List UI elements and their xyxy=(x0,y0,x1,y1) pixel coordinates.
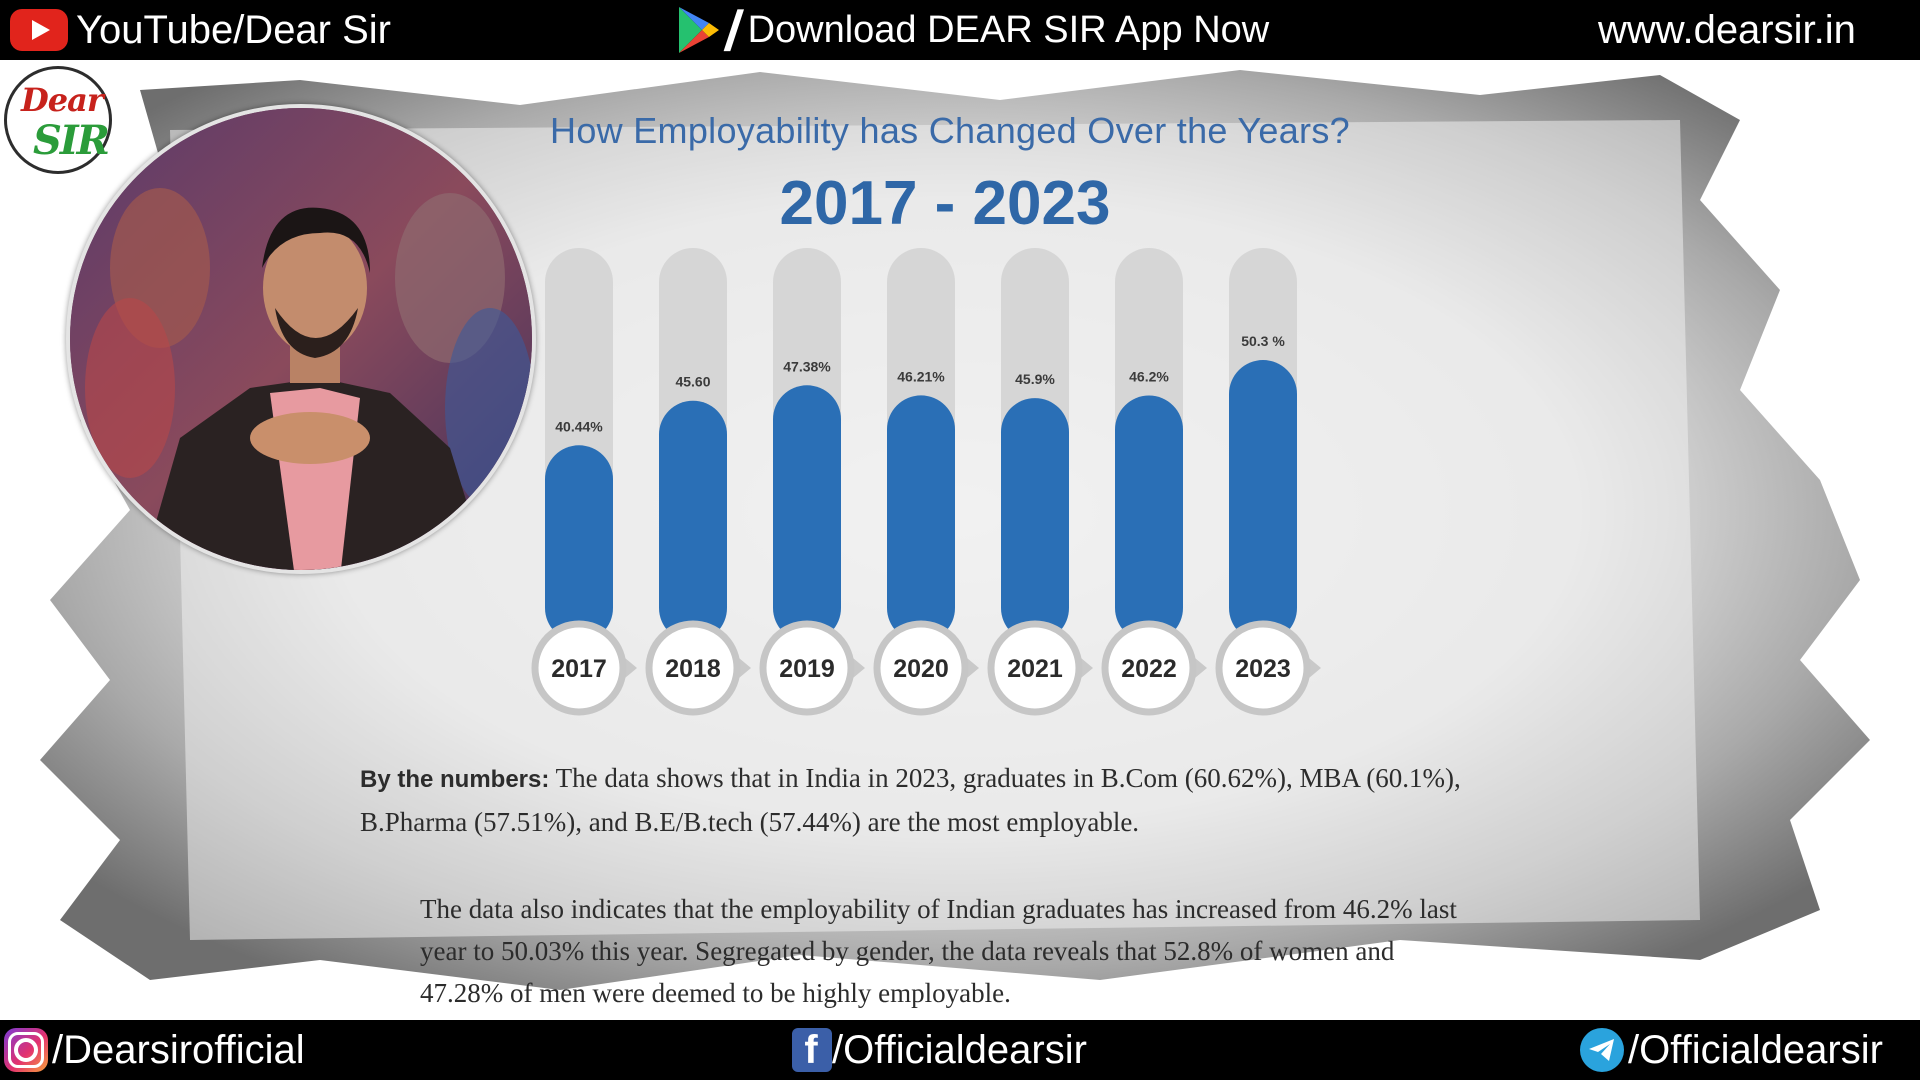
data-label: 46.21% xyxy=(897,368,945,384)
connector-arrow xyxy=(967,658,979,678)
connector-arrow xyxy=(625,658,637,678)
year-circle xyxy=(1215,620,1311,716)
bullet-text: The data also indicates that the employa… xyxy=(420,894,1457,1008)
data-label: 40.44% xyxy=(555,418,603,434)
website-link[interactable]: www.dearsir.in xyxy=(1598,0,1856,60)
bar xyxy=(773,385,841,642)
telegram-link[interactable]: /Officialdearsir xyxy=(1580,1020,1883,1080)
data-label: 45.9% xyxy=(1015,371,1055,387)
bar xyxy=(659,400,727,642)
presenter-video xyxy=(66,104,536,574)
youtube-link[interactable]: YouTube/Dear Sir xyxy=(10,0,391,60)
year-circle xyxy=(645,620,741,716)
by-the-numbers-paragraph: By the numbers: The data shows that in I… xyxy=(360,757,1480,843)
tick-label: 2018 xyxy=(665,655,721,683)
paragraph-text: The data shows that in India in 2023, gr… xyxy=(360,763,1461,837)
bottom-banner: /Dearsirofficial f /Officialdearsir /Off… xyxy=(0,1020,1920,1080)
instagram-icon xyxy=(4,1028,48,1072)
facebook-link[interactable]: f /Officialdearsir xyxy=(792,1020,1087,1080)
data-label: 45.60 xyxy=(675,374,710,390)
youtube-icon xyxy=(10,9,68,51)
instagram-link[interactable]: /Dearsirofficial xyxy=(4,1020,305,1080)
employability-bar-chart: 40.44% 2017 45.60 2018 47.38% 2019 46.21% 2020 4… xyxy=(531,248,1321,716)
tick-label: 2021 xyxy=(1007,655,1063,683)
top-banner: YouTube/Dear Sir / Download DEAR SIR App… xyxy=(0,0,1920,62)
connector-arrow xyxy=(1195,658,1207,678)
connector-arrow xyxy=(853,658,865,678)
play-store-icon xyxy=(679,7,719,53)
connector-arrow xyxy=(1309,658,1321,678)
facebook-text: /Officialdearsir xyxy=(832,1027,1087,1072)
dear-sir-logo: Dear SIR xyxy=(4,66,112,174)
year-circle xyxy=(531,620,627,716)
connector-arrow xyxy=(1081,658,1093,678)
slash-divider: / xyxy=(721,0,746,62)
tick-label: 2020 xyxy=(893,655,949,683)
download-text: Download DEAR SIR App Now xyxy=(747,8,1270,51)
telegram-icon xyxy=(1580,1028,1624,1072)
telegram-text: /Officialdearsir xyxy=(1628,1027,1883,1072)
presenter-image xyxy=(70,108,532,570)
bar xyxy=(887,395,955,642)
facebook-icon: f xyxy=(792,1028,832,1072)
paragraph-label: By the numbers: xyxy=(360,766,550,793)
instagram-text: /Dearsirofficial xyxy=(52,1027,305,1072)
tick-label: 2022 xyxy=(1121,655,1177,683)
chart-title: How Employability has Changed Over the Y… xyxy=(550,110,1350,151)
connector-arrow xyxy=(739,658,751,678)
bullet-point: The data also indicates that the employa… xyxy=(420,888,1480,1014)
year-circle xyxy=(1101,620,1197,716)
bar xyxy=(1115,395,1183,642)
youtube-text: YouTube/Dear Sir xyxy=(76,7,391,52)
tick-label: 2019 xyxy=(779,655,835,683)
website-text: www.dearsir.in xyxy=(1598,7,1856,52)
bar xyxy=(1001,398,1069,642)
chart-subtitle: 2017 - 2023 xyxy=(779,169,1111,238)
tick-label: 2023 xyxy=(1235,655,1291,683)
logo-line2: SIR xyxy=(33,117,110,164)
logo-line1: Dear xyxy=(21,81,104,119)
year-circle xyxy=(987,620,1083,716)
download-app-link[interactable]: / Download DEAR SIR App Now xyxy=(676,0,1270,62)
data-label: 47.38% xyxy=(783,358,831,374)
year-circle xyxy=(873,620,969,716)
tick-label: 2017 xyxy=(551,655,607,683)
data-label: 46.2% xyxy=(1129,369,1169,385)
year-circle xyxy=(759,620,855,716)
data-label: 50.3 % xyxy=(1241,333,1285,349)
bar xyxy=(545,445,613,642)
bar xyxy=(1229,360,1297,642)
